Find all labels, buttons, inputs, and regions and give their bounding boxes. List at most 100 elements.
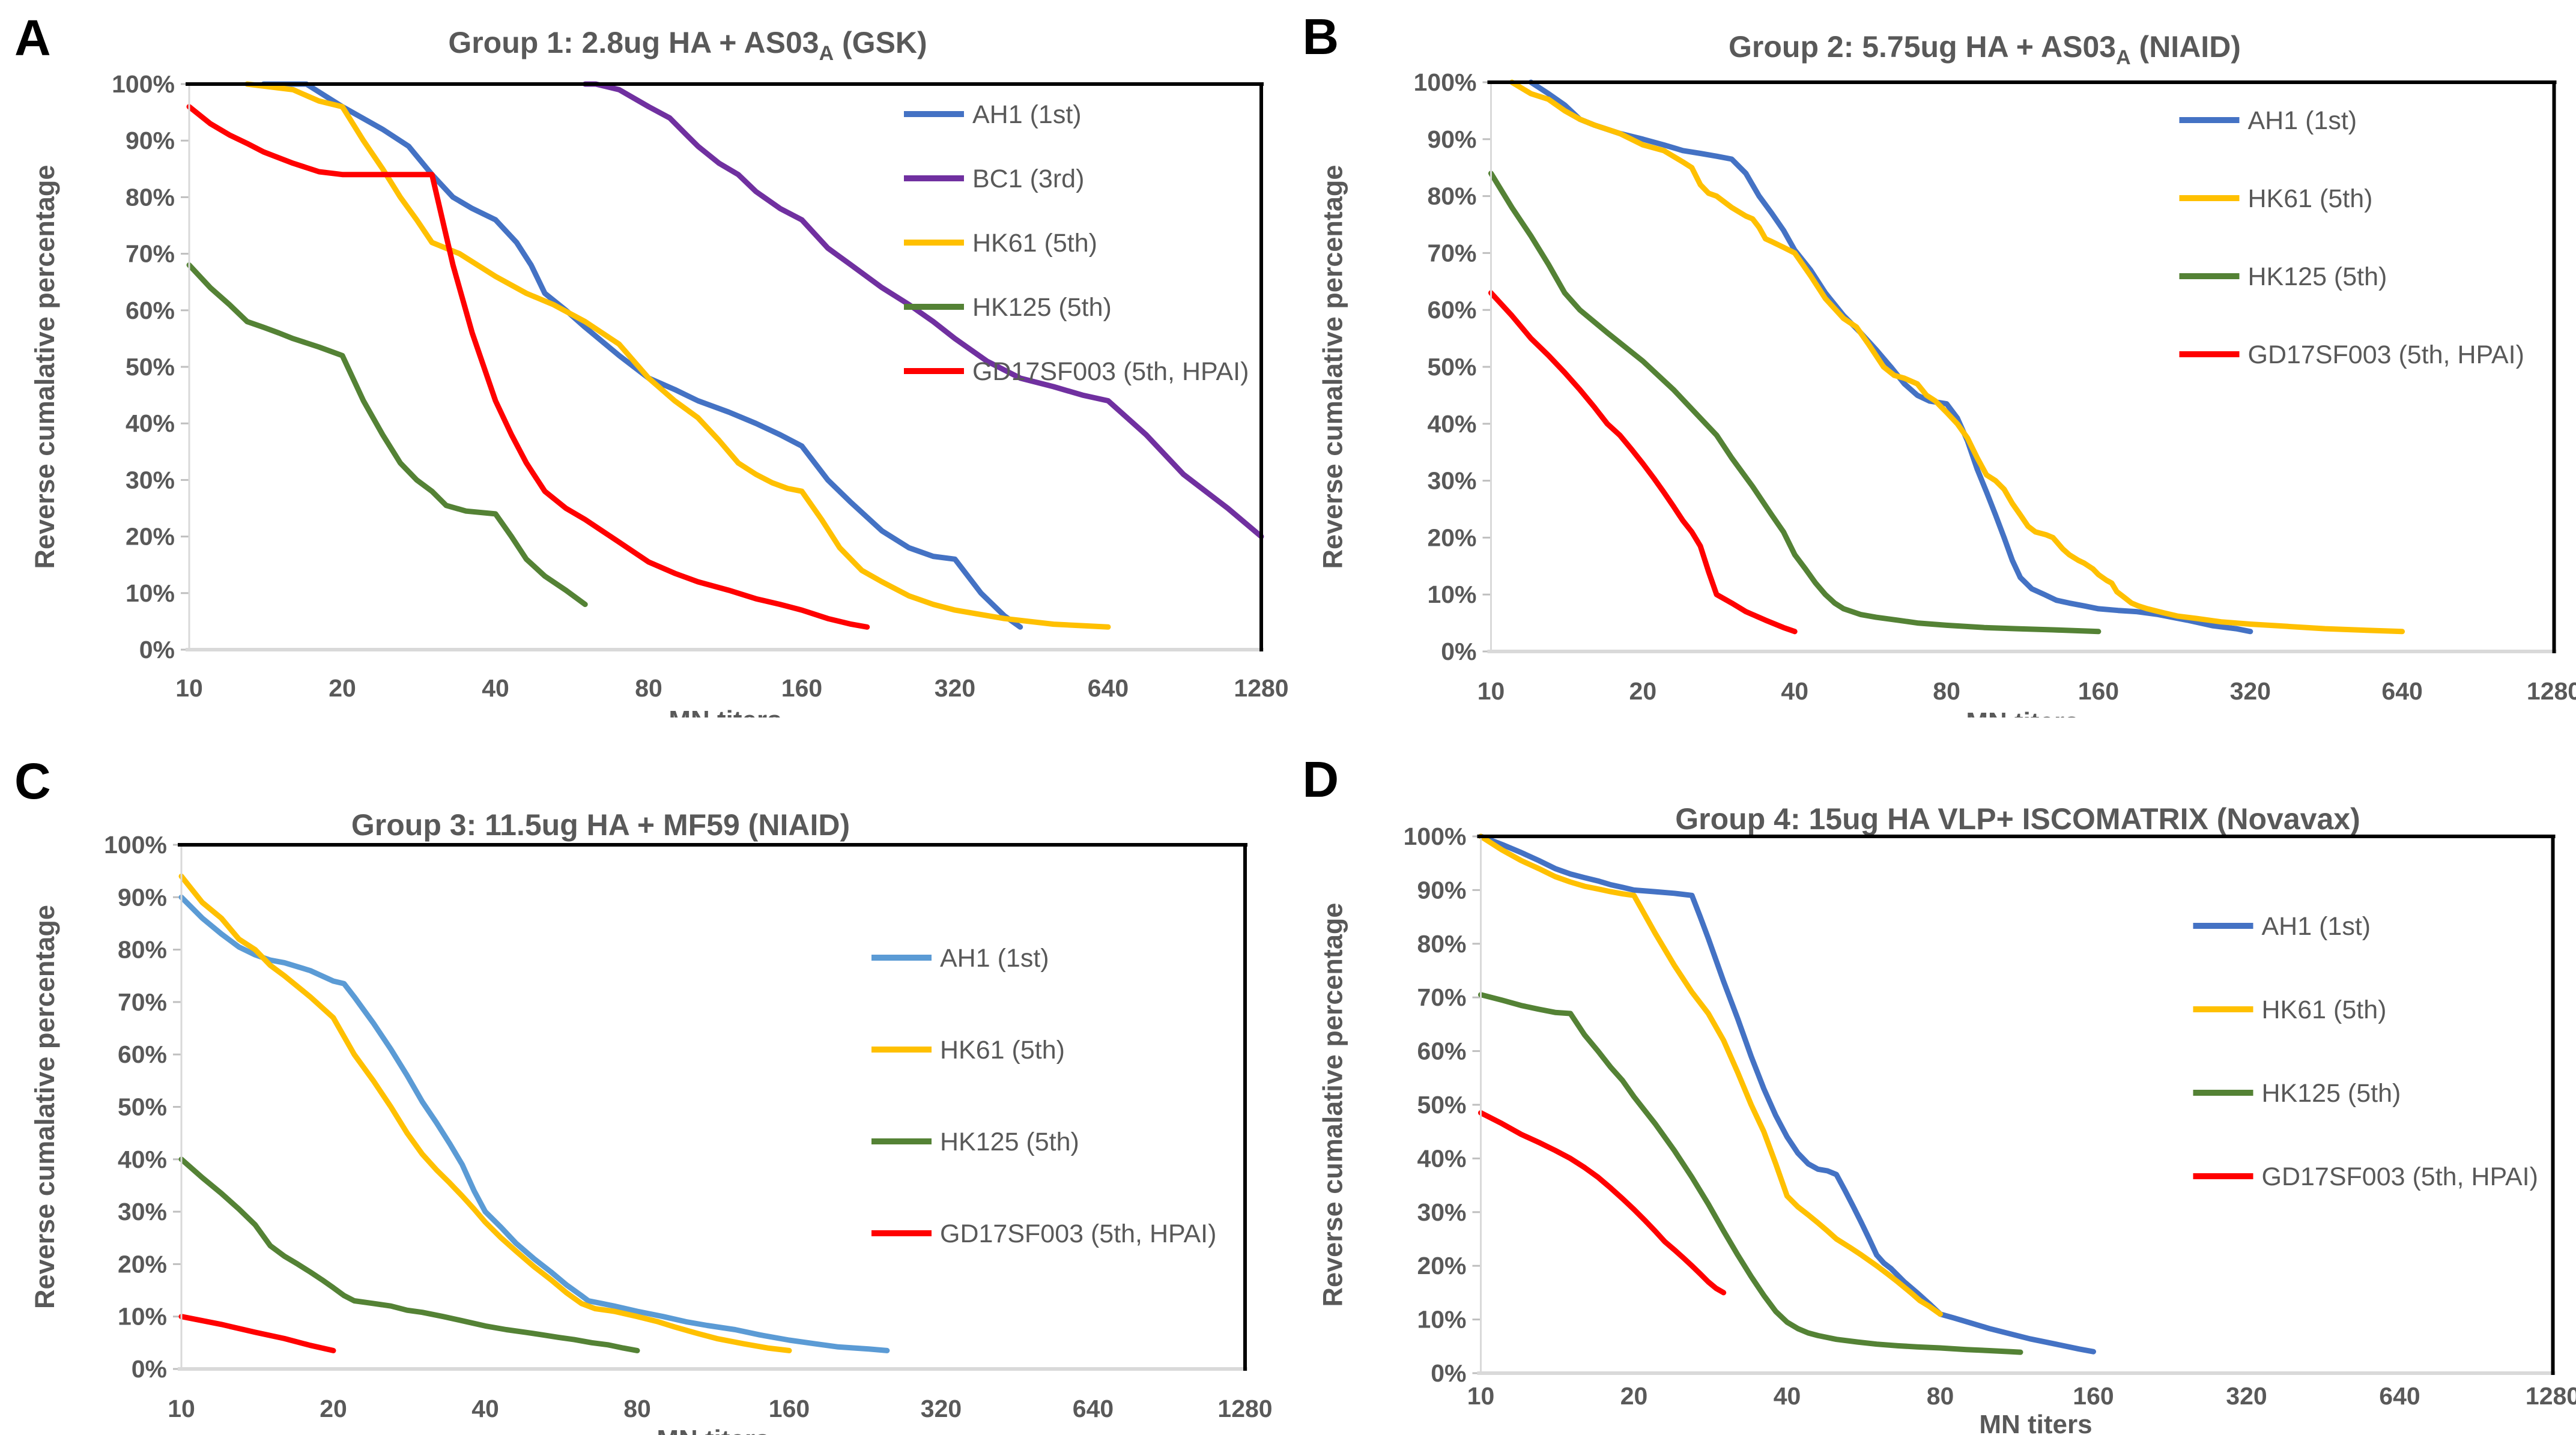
panel-letter-label: B bbox=[1303, 8, 1339, 65]
series-line-gd17sf003-5th-hpai- bbox=[186, 104, 870, 630]
x-tick-label: 80 bbox=[1927, 1382, 1954, 1410]
legend-label-hk61-5th-: HK61 (5th) bbox=[972, 229, 1097, 258]
legend-label-ah1-1st-: AH1 (1st) bbox=[972, 100, 1082, 129]
y-tick-label: 90% bbox=[1417, 876, 1466, 904]
chart-title: Group 3: 11.5ug HA + MF59 (NIAID) bbox=[351, 808, 850, 842]
chart-svg-panel-a: A Group 1: 2.8ug HA + AS03A (GSK) Reverse … bbox=[14, 10, 1288, 718]
y-tick-label: 70% bbox=[126, 240, 175, 268]
x-tick-label: 20 bbox=[1629, 677, 1657, 705]
series-line-hk125-5th- bbox=[178, 1156, 640, 1353]
y-tick-label: 60% bbox=[118, 1041, 167, 1068]
legend-label-gd17sf003-5th-hpai-: GD17SF003 (5th, HPAI) bbox=[2262, 1162, 2538, 1191]
x-axis-title: MN titers bbox=[656, 1425, 769, 1435]
legend-label-hk61-5th-: HK61 (5th) bbox=[2248, 184, 2373, 213]
y-tick-label: 20% bbox=[1417, 1252, 1466, 1279]
legend-label-gd17sf003-5th-hpai-: GD17SF003 (5th, HPAI) bbox=[2248, 340, 2524, 369]
y-tick-label: 100% bbox=[1414, 68, 1477, 96]
x-tick-label: 160 bbox=[769, 1395, 810, 1422]
y-tick-label: 100% bbox=[104, 831, 167, 859]
x-tick-label: 80 bbox=[635, 674, 662, 702]
x-tick-label: 80 bbox=[623, 1395, 651, 1422]
legend-label-bc1-3rd-: BC1 (3rd) bbox=[972, 165, 1084, 193]
chart-svg-panel-b: B Group 2: 5.75ug HA + AS03A (NIAID) Rever… bbox=[1303, 8, 2576, 718]
x-tick-label: 1280 bbox=[1217, 1395, 1272, 1422]
y-tick-label: 10% bbox=[1417, 1306, 1466, 1334]
x-tick-label: 1280 bbox=[2526, 1382, 2576, 1410]
y-tick-label: 20% bbox=[1427, 524, 1476, 551]
chart-svg-panel-d: D Group 4: 15ug HA VLP+ ISCOMATRIX (Novav… bbox=[1303, 751, 2576, 1435]
legend-label-hk125-5th-: HK125 (5th) bbox=[940, 1128, 1079, 1156]
series-line-hk125-5th- bbox=[1488, 171, 2102, 635]
series-line-gd17sf003-5th-hpai- bbox=[1488, 290, 1798, 635]
x-tick-label: 640 bbox=[2381, 677, 2422, 705]
panel-b-group2-chart: B Group 2: 5.75ug HA + AS03A (NIAID) Rever… bbox=[1288, 0, 2576, 718]
y-tick-label: 0% bbox=[132, 1355, 167, 1383]
y-tick-label: 90% bbox=[1427, 125, 1476, 153]
x-tick-label: 10 bbox=[1477, 677, 1505, 705]
series-line-ah1-1st- bbox=[178, 894, 890, 1353]
y-tick-label: 30% bbox=[126, 466, 175, 494]
y-tick-label: 0% bbox=[139, 636, 175, 663]
y-tick-label: 80% bbox=[1417, 930, 1466, 958]
x-tick-label: 320 bbox=[2226, 1382, 2267, 1410]
y-tick-label: 70% bbox=[118, 988, 167, 1016]
y-tick-label: 10% bbox=[126, 579, 175, 607]
legend-label-hk125-5th-: HK125 (5th) bbox=[972, 293, 1112, 322]
y-tick-label: 70% bbox=[1417, 983, 1466, 1011]
series-line-gd17sf003-5th-hpai- bbox=[178, 1314, 336, 1353]
y-tick-label: 90% bbox=[118, 883, 167, 911]
x-tick-label: 640 bbox=[1088, 674, 1129, 702]
y-tick-label: 20% bbox=[118, 1250, 167, 1278]
series-line-hk61-5th- bbox=[178, 873, 792, 1353]
y-tick-label: 30% bbox=[118, 1198, 167, 1225]
panel-letter-label: A bbox=[14, 10, 51, 66]
y-tick-label: 60% bbox=[1427, 296, 1476, 324]
y-tick-label: 60% bbox=[126, 297, 175, 324]
legend-label-hk61-5th-: HK61 (5th) bbox=[2262, 995, 2387, 1024]
y-tick-label: 40% bbox=[1427, 410, 1476, 438]
chart-title: Group 1: 2.8ug HA + AS03A (GSK) bbox=[448, 26, 927, 65]
y-tick-label: 70% bbox=[1427, 239, 1476, 267]
series-line-hk125-5th- bbox=[1478, 992, 2023, 1355]
series-line-hk61-5th- bbox=[244, 81, 1111, 630]
y-axis-title: Reverse cumalative percentage bbox=[1318, 903, 1348, 1307]
legend-label-gd17sf003-5th-hpai-: GD17SF003 (5th, HPAI) bbox=[940, 1219, 1216, 1248]
series-line-gd17sf003-5th-hpai- bbox=[1478, 1110, 1727, 1296]
x-tick-label: 10 bbox=[1467, 1382, 1495, 1410]
x-tick-label: 40 bbox=[482, 674, 509, 702]
legend-label-hk125-5th-: HK125 (5th) bbox=[2248, 262, 2387, 291]
y-tick-label: 0% bbox=[1441, 638, 1476, 665]
y-tick-label: 100% bbox=[112, 70, 175, 98]
series-line-ah1-1st- bbox=[261, 81, 1023, 630]
x-tick-label: 640 bbox=[1073, 1395, 1114, 1422]
x-axis-title: MN titers bbox=[1966, 707, 2079, 718]
y-tick-label: 50% bbox=[1417, 1091, 1466, 1119]
legend-label-hk125-5th-: HK125 (5th) bbox=[2262, 1079, 2401, 1108]
y-tick-label: 60% bbox=[1417, 1038, 1466, 1065]
y-tick-label: 40% bbox=[1417, 1144, 1466, 1172]
x-tick-label: 10 bbox=[175, 674, 203, 702]
y-axis-title: Reverse cumalative percentage bbox=[29, 165, 60, 569]
y-tick-label: 20% bbox=[126, 523, 175, 551]
x-tick-label: 40 bbox=[1781, 677, 1808, 705]
legend-label-hk61-5th-: HK61 (5th) bbox=[940, 1036, 1065, 1065]
x-tick-label: 20 bbox=[320, 1395, 347, 1422]
series-line-ah1-1st- bbox=[1478, 833, 2096, 1355]
y-tick-label: 50% bbox=[118, 1093, 167, 1121]
y-tick-label: 30% bbox=[1427, 467, 1476, 495]
x-tick-label: 320 bbox=[2230, 677, 2271, 705]
legend-label-ah1-1st-: AH1 (1st) bbox=[940, 944, 1049, 973]
chart-title: Group 4: 15ug HA VLP+ ISCOMATRIX (Novava… bbox=[1675, 802, 2360, 836]
x-tick-label: 10 bbox=[168, 1395, 195, 1422]
series-line-hk61-5th- bbox=[1478, 833, 1943, 1317]
series-line-hk61-5th- bbox=[1509, 79, 2405, 635]
legend-label-ah1-1st-: AH1 (1st) bbox=[2248, 106, 2357, 135]
y-axis-title: Reverse cumalative percentage bbox=[1318, 165, 1348, 569]
y-tick-label: 50% bbox=[1427, 353, 1476, 381]
y-tick-label: 80% bbox=[118, 936, 167, 964]
x-tick-label: 640 bbox=[2379, 1382, 2420, 1410]
x-tick-label: 160 bbox=[2078, 677, 2119, 705]
panel-c-group3-chart: C Group 3: 11.5ug HA + MF59 (NIAID) Revers… bbox=[0, 718, 1288, 1435]
x-tick-label: 320 bbox=[921, 1395, 962, 1422]
